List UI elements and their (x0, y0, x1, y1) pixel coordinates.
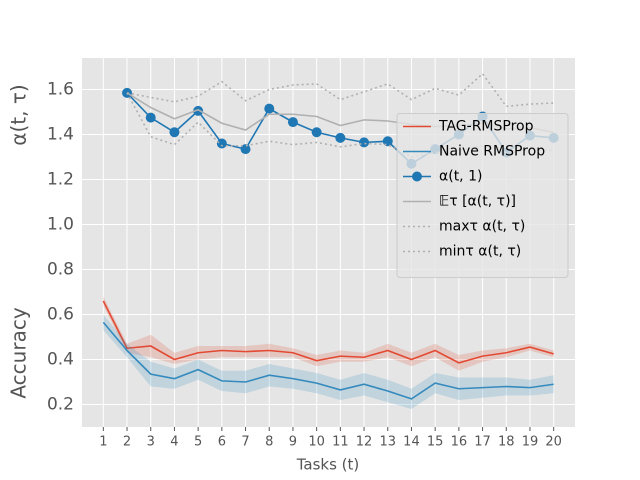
y-tick-label: 1.2 (47, 170, 74, 190)
y-tick-label: 0.8 (47, 260, 74, 280)
x-axis-label: Tasks (t) (296, 456, 360, 474)
y-tick-label: 1.0 (47, 215, 74, 235)
legend-marker (412, 171, 422, 182)
legend-box (396, 113, 569, 278)
x-tick-label: 18 (498, 435, 515, 450)
x-tick-label: 15 (427, 435, 444, 450)
marker (193, 105, 204, 116)
x-tick-label: 2 (123, 435, 131, 450)
band (103, 296, 554, 371)
x-tick-label: 19 (522, 435, 539, 450)
x-tick-label: 4 (170, 435, 178, 450)
x-tick-label: 10 (308, 435, 325, 450)
marker (382, 136, 393, 147)
x-tick-label: 3 (147, 435, 155, 450)
y-tick-label: 0.2 (47, 395, 74, 415)
marker (216, 138, 227, 149)
series-line (126, 92, 554, 158)
marker (311, 127, 322, 138)
legend-label: Naive RMSProp (439, 144, 545, 160)
x-tick-label: 20 (545, 435, 562, 450)
x-tick-label: 12 (356, 435, 373, 450)
x-tick-label: 17 (474, 435, 491, 450)
x-tick-label: 13 (379, 435, 396, 450)
y-tick-label: 1.6 (47, 80, 74, 100)
x-tick-label: 5 (194, 435, 202, 450)
x-tick-label: 6 (218, 435, 226, 450)
marker (145, 112, 156, 123)
x-tick-label: 9 (289, 435, 297, 450)
x-tick-label: 7 (241, 435, 249, 450)
marker (335, 132, 346, 143)
x-tick-label: 8 (265, 435, 273, 450)
y-axis-label: Accuracy (7, 307, 31, 398)
series-line (102, 321, 554, 400)
y-tick-label: 0.4 (47, 350, 74, 370)
marker (169, 127, 180, 138)
marker (240, 144, 251, 155)
x-tick-label: 11 (332, 435, 349, 450)
x-tick-label: 14 (403, 435, 420, 450)
legend-label: 𝔼τ [α(t, τ)] (439, 194, 516, 210)
series-line (102, 300, 554, 364)
legend-label: α(t, 1) (439, 169, 482, 185)
legend-label: minτ α(t, τ) (439, 244, 521, 260)
y-axis-label: α(t, τ) (7, 84, 31, 145)
y-tick-label: 0.6 (47, 305, 74, 325)
legend-label: maxτ α(t, τ) (439, 219, 525, 235)
legend-label: TAG-RMSProp (438, 119, 534, 135)
x-tick-label: 1 (99, 435, 107, 450)
marker (287, 117, 298, 128)
marker (264, 103, 275, 114)
band (103, 314, 554, 409)
y-tick-label: 1.4 (47, 125, 74, 145)
legend: TAG-RMSProp Naive RMSProp α(t, 1) 𝔼τ [α(t, … (396, 113, 569, 278)
x-tick-label: 16 (451, 435, 468, 450)
marker (359, 137, 370, 148)
